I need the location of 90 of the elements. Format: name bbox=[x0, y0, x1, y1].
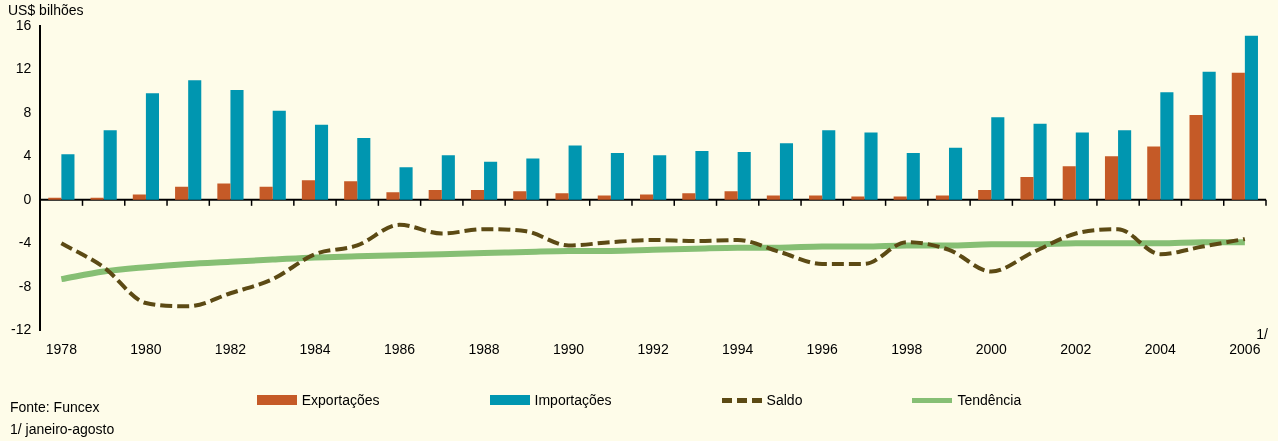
bar bbox=[695, 150, 709, 200]
bar bbox=[470, 190, 485, 200]
bar bbox=[1231, 72, 1245, 200]
y-axis-title: US$ bilhões bbox=[8, 1, 84, 18]
bar bbox=[259, 186, 273, 200]
bar bbox=[230, 90, 244, 200]
y-tick-label: -12 bbox=[11, 321, 32, 338]
y-tick-label: 0 bbox=[23, 190, 32, 207]
annotation: 1/ bbox=[1256, 326, 1269, 343]
y-tick-label: 4 bbox=[23, 147, 32, 164]
bar bbox=[597, 195, 611, 200]
bar bbox=[90, 197, 104, 200]
bar bbox=[386, 192, 400, 200]
legend-label: Saldo bbox=[766, 392, 803, 408]
bar bbox=[906, 153, 920, 200]
bar bbox=[893, 196, 907, 200]
bar bbox=[1033, 123, 1047, 200]
y-tick-label: -8 bbox=[18, 277, 32, 294]
text: 1/ janeiro-agosto bbox=[10, 420, 115, 437]
bar bbox=[766, 195, 780, 200]
bar bbox=[1160, 92, 1174, 200]
x-tick-label: 1992 bbox=[637, 341, 669, 358]
bar bbox=[1062, 166, 1076, 200]
legend-label: Importações bbox=[534, 392, 612, 408]
bar bbox=[132, 194, 146, 200]
bar bbox=[991, 117, 1005, 200]
bar bbox=[1020, 177, 1034, 200]
bar bbox=[822, 130, 836, 200]
y-tick-label: -4 bbox=[18, 234, 32, 251]
y-tick-label: 16 bbox=[15, 16, 32, 33]
legend-label: Exportações bbox=[301, 392, 380, 408]
bar bbox=[513, 191, 527, 200]
bar bbox=[864, 132, 878, 200]
x-tick-label: 1980 bbox=[130, 341, 162, 358]
bar bbox=[978, 190, 992, 200]
bar bbox=[610, 153, 624, 200]
x-tick-label: 1988 bbox=[468, 341, 500, 358]
bar bbox=[779, 143, 794, 200]
legend-label: Tendência bbox=[957, 392, 1022, 408]
x-tick-label: 2002 bbox=[1060, 341, 1092, 358]
bar bbox=[526, 158, 540, 200]
bar bbox=[1075, 132, 1089, 200]
bar bbox=[1202, 71, 1216, 200]
bar bbox=[935, 195, 949, 200]
bar bbox=[314, 124, 329, 200]
bar bbox=[640, 194, 654, 200]
x-tick-label: 2004 bbox=[1144, 341, 1177, 358]
bar bbox=[175, 186, 189, 200]
x-tick-label: 1994 bbox=[722, 341, 754, 358]
bar bbox=[301, 180, 315, 200]
bar bbox=[103, 130, 117, 200]
bar bbox=[272, 110, 286, 200]
bar bbox=[1244, 35, 1258, 200]
bar bbox=[428, 190, 442, 200]
x-tick-label: 2000 bbox=[975, 341, 1008, 358]
bar bbox=[399, 167, 413, 200]
bar bbox=[61, 154, 75, 200]
bar bbox=[441, 155, 455, 200]
bar bbox=[948, 147, 963, 200]
x-tick-label: 2006 bbox=[1229, 341, 1261, 358]
bar bbox=[48, 197, 62, 200]
x-tick-label: 1984 bbox=[299, 341, 331, 358]
bar bbox=[682, 193, 696, 200]
bar bbox=[188, 80, 202, 200]
bar bbox=[724, 191, 738, 200]
x-tick-label: 1998 bbox=[891, 341, 923, 358]
bar bbox=[737, 152, 751, 200]
x-tick-label: 1986 bbox=[383, 341, 416, 358]
bar bbox=[653, 155, 667, 200]
source-note: Fonte: Funcex bbox=[10, 398, 100, 415]
bar bbox=[217, 183, 231, 200]
bar bbox=[1147, 146, 1161, 200]
bar bbox=[1104, 156, 1119, 200]
bar bbox=[568, 145, 582, 200]
bar bbox=[484, 161, 498, 200]
x-tick-label: 1982 bbox=[214, 341, 247, 358]
bar bbox=[145, 93, 160, 200]
line-series bbox=[59, 222, 1247, 309]
x-tick-label: 1978 bbox=[45, 341, 78, 358]
bar bbox=[1189, 115, 1203, 200]
bar bbox=[1118, 130, 1132, 200]
bar bbox=[555, 193, 569, 200]
bar bbox=[851, 196, 865, 200]
y-tick-label: 8 bbox=[23, 103, 32, 120]
bar bbox=[809, 195, 823, 200]
bar bbox=[357, 137, 371, 200]
bar bbox=[344, 181, 358, 200]
x-tick-label: 1996 bbox=[806, 341, 838, 358]
x-tick-label: 1990 bbox=[553, 341, 585, 358]
y-tick-label: 12 bbox=[15, 60, 32, 77]
